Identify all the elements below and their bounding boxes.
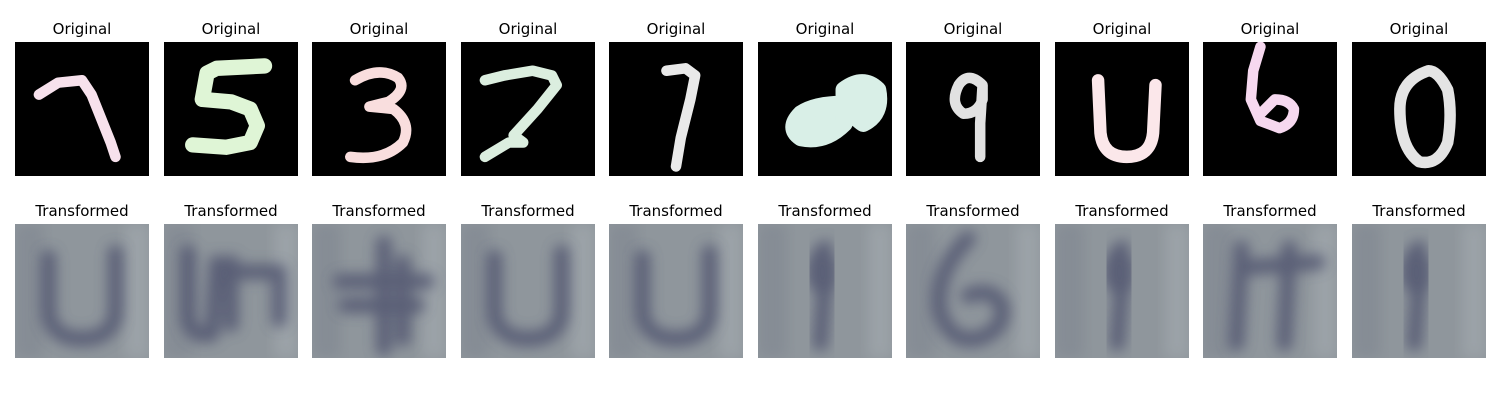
transformed-image [164,224,298,358]
transformed-title: Transformed [778,202,872,220]
blurry-1-glyph-icon [758,224,892,358]
transformed-image [758,224,892,358]
original-image [15,42,149,176]
original-image [758,42,892,176]
digit-5-icon [185,58,273,155]
original-image [906,42,1040,176]
blurry-u5-glyph-icon [164,224,298,358]
transformed-title: Transformed [1372,202,1466,220]
original-image [164,42,298,176]
digit-6-icon [1245,42,1300,134]
transformed-image [1352,224,1486,358]
transformed-title: Transformed [629,202,723,220]
original-image [312,42,446,176]
blurry-u-glyph-icon [461,224,595,358]
original-title: Original [943,20,1003,38]
blurry-u-glyph-icon [609,224,743,358]
transformed-title: Transformed [332,202,426,220]
transformed-image [1203,224,1337,358]
transformed-title: Transformed [1223,202,1317,220]
transformed-title: Transformed [35,202,129,220]
transformed-title: Transformed [1075,202,1169,220]
transformed-title: Transformed [481,202,575,220]
blurry-6-glyph-icon [906,224,1040,358]
transformed-image [1055,224,1189,358]
original-title: Original [52,20,112,38]
digit-7-icon [33,75,121,163]
digit-0-icon [1091,74,1162,164]
digit-9-icon [949,72,988,163]
transformed-image [609,224,743,358]
original-image [461,42,595,176]
digit-0-icon [1394,64,1456,169]
transformed-image [461,224,595,358]
original-image [1352,42,1486,176]
original-title: Original [498,20,558,38]
transformed-title: Transformed [926,202,1020,220]
original-image [609,42,743,176]
original-title: Original [1092,20,1152,38]
digit-7-icon [479,65,562,163]
original-image [1203,42,1337,176]
original-image [1055,42,1189,176]
original-title: Original [795,20,855,38]
original-title: Original [1240,20,1300,38]
blurry-1-glyph-icon [1352,224,1486,358]
blurry-u-glyph-icon [15,224,149,358]
transformed-title: Transformed [184,202,278,220]
digit-8-icon [785,74,888,148]
original-title: Original [349,20,409,38]
digit-7-icon [661,63,701,172]
original-title: Original [1389,20,1449,38]
blurry-1-glyph-icon [1055,224,1189,358]
original-title: Original [646,20,706,38]
original-title: Original [201,20,261,38]
digit-3-icon [345,67,412,164]
blurry-cross-glyph-icon [312,224,446,358]
transformed-image [15,224,149,358]
transformed-image [312,224,446,358]
transformed-image [906,224,1040,358]
blurry-11-glyph-icon [1203,224,1337,358]
